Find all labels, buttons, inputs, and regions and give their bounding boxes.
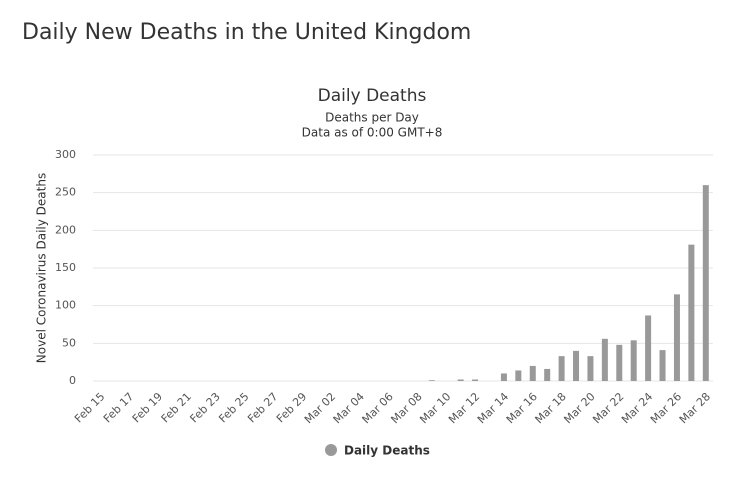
x-tick-label: Feb 17 [101,390,136,425]
bar [659,350,666,381]
page-title: Daily New Deaths in the United Kingdom [22,20,471,45]
x-tick-label: Mar 16 [504,390,540,426]
x-tick-label: Mar 08 [388,390,424,426]
legend-marker[interactable] [325,444,337,456]
bar [601,338,608,381]
bar [688,244,695,381]
x-tick-label: Feb 25 [216,390,251,425]
y-tick-label: 150 [55,261,76,274]
x-tick-label: Mar 24 [619,390,655,426]
bar [500,373,507,381]
x-tick-label: Feb 21 [159,390,194,425]
y-tick-label: 100 [55,299,76,312]
x-tick-label: Mar 20 [561,390,597,426]
chart-subtitle: Data as of 0:00 GMT+8 [302,126,443,140]
bar [702,185,709,381]
x-tick-label: Mar 12 [446,390,482,426]
bar [515,370,522,381]
bar [616,344,623,381]
y-axis-label: Novel Coronavirus Daily Deaths [35,173,49,363]
bar [472,379,479,381]
x-tick-label: Mar 28 [677,390,713,426]
bar [428,380,435,381]
x-tick-label: Feb 19 [130,390,165,425]
x-tick-label: Feb 27 [245,390,280,425]
x-tick-label: Mar 06 [360,390,396,426]
x-tick-label: Mar 18 [533,390,569,426]
y-tick-label: 200 [55,223,76,236]
y-tick-label: 50 [62,336,76,349]
chart-subtitle: Deaths per Day [325,111,419,125]
bar [544,368,551,381]
x-tick-label: Feb 15 [72,390,107,425]
x-tick-label: Mar 14 [475,390,511,426]
chart-title: Daily Deaths [318,86,427,106]
x-tick-label: Mar 10 [417,390,453,426]
y-tick-label: 300 [55,148,76,161]
bar [587,356,594,381]
bar [573,350,580,381]
y-tick-label: 250 [55,186,76,199]
bar [558,356,565,381]
x-tick-label: Mar 02 [302,390,338,426]
x-tick-label: Mar 26 [648,390,684,426]
x-tick-label: Mar 22 [590,390,626,426]
bar [673,294,680,381]
bar [630,340,637,381]
y-tick-label: 0 [69,374,76,387]
bar [457,379,464,381]
bar [529,365,536,381]
x-tick-label: Feb 23 [187,390,222,425]
bar [645,315,652,381]
legend-label[interactable]: Daily Deaths [344,444,430,458]
x-tick-label: Mar 04 [331,390,367,426]
